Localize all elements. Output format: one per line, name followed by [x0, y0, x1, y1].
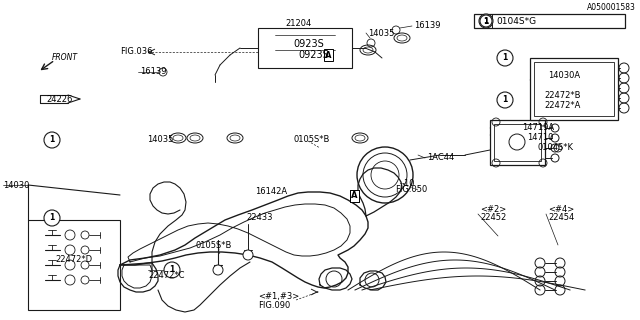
Circle shape: [213, 265, 223, 275]
Text: 16139: 16139: [414, 21, 440, 30]
Bar: [494, 124, 541, 161]
Text: 21204: 21204: [285, 20, 311, 28]
Text: 22472*B: 22472*B: [544, 91, 580, 100]
Text: 0105S*B: 0105S*B: [196, 241, 232, 250]
Text: A: A: [351, 191, 357, 201]
Text: 1: 1: [484, 18, 488, 24]
Circle shape: [243, 250, 253, 260]
Circle shape: [479, 14, 493, 28]
Circle shape: [497, 50, 513, 66]
Bar: [530, 58, 618, 120]
Circle shape: [65, 230, 75, 240]
Text: 14030A: 14030A: [548, 70, 580, 79]
Circle shape: [65, 245, 75, 255]
Text: 14030: 14030: [3, 180, 29, 189]
Text: 16142A: 16142A: [255, 188, 287, 196]
Text: 14719A: 14719A: [522, 123, 554, 132]
Circle shape: [44, 132, 60, 148]
Text: FIG.090: FIG.090: [258, 300, 291, 309]
Text: 0104S*K: 0104S*K: [538, 143, 574, 153]
Text: 1: 1: [502, 95, 508, 105]
Text: 0923S: 0923S: [298, 50, 329, 60]
Circle shape: [65, 260, 75, 270]
Text: 1: 1: [49, 135, 54, 145]
Text: 22472*D: 22472*D: [55, 255, 92, 265]
Text: 22472*C: 22472*C: [148, 270, 184, 279]
Text: 24226: 24226: [46, 95, 72, 105]
Text: 1: 1: [502, 53, 508, 62]
Text: 22452: 22452: [480, 213, 506, 222]
Text: -10: -10: [402, 179, 415, 188]
Text: FIG.036: FIG.036: [120, 47, 152, 57]
Text: A050001583: A050001583: [587, 4, 636, 12]
Text: 22454: 22454: [548, 213, 574, 222]
Text: <#1,#3>: <#1,#3>: [258, 292, 300, 301]
Text: <#2>: <#2>: [480, 205, 506, 214]
Text: 22433: 22433: [246, 213, 273, 222]
Circle shape: [65, 275, 75, 285]
Text: <#4>: <#4>: [548, 205, 574, 214]
Text: A: A: [324, 51, 332, 60]
Text: 1AC44: 1AC44: [427, 153, 454, 162]
Bar: [490, 120, 545, 165]
Text: A: A: [351, 191, 357, 201]
Text: 0104S*G: 0104S*G: [496, 17, 536, 26]
Text: FRONT: FRONT: [52, 52, 78, 61]
Text: 14035: 14035: [368, 28, 394, 37]
Bar: [474, 14, 625, 28]
Text: 1: 1: [483, 17, 488, 26]
Circle shape: [497, 92, 513, 108]
Circle shape: [44, 210, 60, 226]
Text: 1: 1: [49, 213, 54, 222]
Bar: [28, 220, 120, 310]
Text: 14710: 14710: [527, 132, 554, 141]
Circle shape: [164, 262, 180, 278]
Text: 16139: 16139: [140, 68, 166, 76]
Text: 1: 1: [170, 266, 175, 275]
Bar: [534, 62, 614, 116]
Bar: [258, 28, 352, 68]
Circle shape: [480, 15, 492, 27]
Text: 0105S*B: 0105S*B: [293, 135, 330, 145]
Text: 22472*A: 22472*A: [544, 100, 580, 109]
Text: 14035: 14035: [147, 135, 173, 145]
Text: FIG.050: FIG.050: [395, 186, 428, 195]
Text: 0923S: 0923S: [293, 39, 324, 49]
